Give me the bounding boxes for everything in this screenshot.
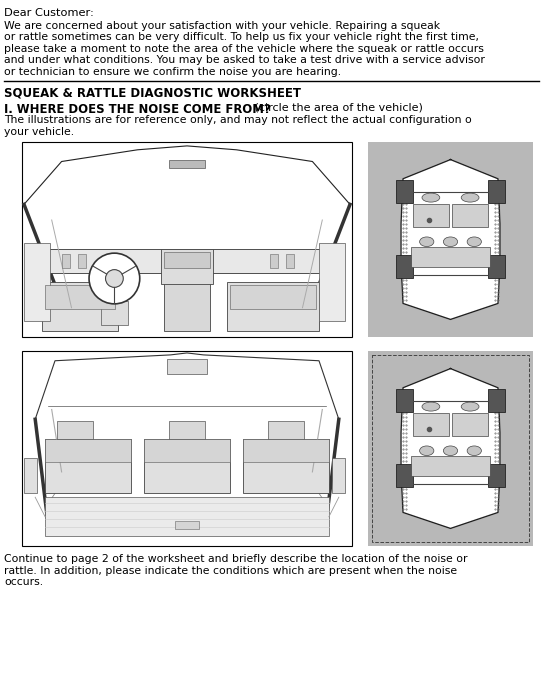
Bar [488, 256, 506, 278]
Bar [169, 422, 205, 439]
Text: and under what conditions. You may be asked to take a test drive with a service : and under what conditions. You may be as… [4, 55, 485, 65]
Bar [396, 389, 413, 412]
Bar [163, 252, 210, 268]
Bar [164, 283, 210, 331]
Bar [396, 180, 413, 202]
Bar [413, 205, 449, 227]
Ellipse shape [420, 446, 434, 455]
Ellipse shape [461, 193, 479, 202]
Bar [101, 301, 128, 325]
Bar [45, 439, 131, 462]
Bar [167, 359, 207, 375]
Bar [45, 285, 115, 309]
Bar [368, 351, 533, 546]
Bar [169, 160, 205, 169]
Text: I. WHERE DOES THE NOISE COME FROM?: I. WHERE DOES THE NOISE COME FROM? [4, 102, 271, 115]
Ellipse shape [422, 193, 440, 202]
Bar [230, 285, 316, 309]
Bar [268, 422, 304, 439]
Bar [396, 256, 413, 278]
Bar [372, 355, 529, 542]
Bar [488, 464, 506, 487]
Bar [48, 249, 326, 273]
Text: please take a moment to note the area of the vehicle where the squeak or rattle : please take a moment to note the area of… [4, 44, 484, 53]
Bar [452, 205, 488, 227]
Ellipse shape [461, 402, 479, 411]
Ellipse shape [444, 446, 458, 455]
Ellipse shape [467, 446, 482, 455]
Bar [413, 413, 449, 436]
Text: Dear Customer:: Dear Customer: [4, 8, 94, 18]
Ellipse shape [467, 237, 482, 247]
Bar [411, 457, 490, 475]
Bar [488, 389, 506, 412]
Polygon shape [401, 160, 500, 319]
Polygon shape [401, 368, 500, 529]
Circle shape [105, 269, 123, 287]
Ellipse shape [420, 237, 434, 247]
Text: rattle. In addition, please indicate the conditions which are present when the n: rattle. In addition, please indicate the… [4, 565, 457, 576]
Bar [368, 142, 533, 337]
Text: or rattle sometimes can be very difficult. To help us fix your vehicle right the: or rattle sometimes can be very difficul… [4, 32, 479, 42]
Ellipse shape [444, 237, 458, 247]
Bar [78, 254, 86, 268]
Bar [243, 439, 329, 493]
Bar [226, 283, 319, 331]
Bar [411, 247, 490, 267]
Bar [243, 439, 329, 462]
Circle shape [89, 253, 140, 304]
Bar [61, 254, 70, 268]
Bar [144, 439, 230, 462]
Bar [269, 254, 277, 268]
Bar [161, 249, 213, 285]
Bar [45, 439, 131, 493]
Bar [488, 180, 506, 202]
Bar [24, 243, 50, 321]
Text: SQUEAK & RATTLE DIAGNOSTIC WORKSHEET: SQUEAK & RATTLE DIAGNOSTIC WORKSHEET [4, 86, 301, 99]
Text: or technician to ensure we confirm the noise you are hearing.: or technician to ensure we confirm the n… [4, 66, 341, 77]
Bar [42, 283, 118, 331]
Text: The illustrations are for reference only, and may not reflect the actual configu: The illustrations are for reference only… [4, 115, 472, 125]
Bar [286, 254, 294, 268]
Bar [319, 243, 345, 321]
Text: occurs.: occurs. [4, 577, 43, 587]
Bar [24, 458, 37, 493]
Text: We are concerned about your satisfaction with your vehicle. Repairing a squeak: We are concerned about your satisfaction… [4, 21, 440, 30]
Bar [56, 422, 93, 439]
Bar [452, 413, 488, 436]
Text: Continue to page 2 of the worksheet and briefly describe the location of the noi: Continue to page 2 of the worksheet and … [4, 554, 468, 564]
Bar [396, 464, 413, 487]
Bar [45, 498, 329, 536]
Bar [175, 520, 199, 529]
Bar [22, 351, 352, 546]
Text: your vehicle.: your vehicle. [4, 126, 74, 137]
Bar [144, 439, 230, 493]
Ellipse shape [422, 402, 440, 411]
Text: (circle the area of the vehicle): (circle the area of the vehicle) [251, 102, 423, 113]
Bar [332, 458, 345, 493]
Bar [22, 142, 352, 337]
